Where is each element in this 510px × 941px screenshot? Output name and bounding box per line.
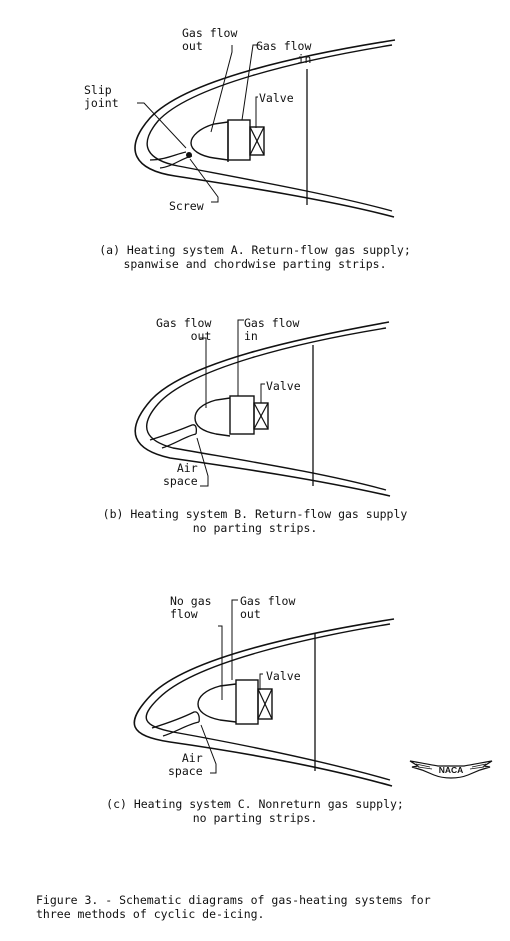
label-gas-flow-in: Gas flow in xyxy=(244,316,300,343)
label-valve: Valve xyxy=(266,669,301,683)
label-no-gas-flow: No gas flow xyxy=(170,594,212,621)
diagram-c: No gas flow Gas flow out Valve Air space xyxy=(0,590,510,800)
figure-caption: Figure 3. - Schematic diagrams of gas-he… xyxy=(36,893,431,921)
airfoil-b-drawing xyxy=(134,319,391,497)
label-gas-flow-out: Gas flow out xyxy=(182,26,238,53)
diagram-b: Gas flow out Gas flow in Valve Air space xyxy=(0,300,510,500)
label-screw: Screw xyxy=(169,199,204,213)
label-slip-joint: Slip joint xyxy=(84,83,119,110)
diagram-a: Gas flow out Gas flow in Slip joint Valv… xyxy=(0,0,510,230)
label-gas-flow-in: Gas flow in xyxy=(256,39,312,66)
label-air-space: Air space xyxy=(163,461,198,488)
label-valve: Valve xyxy=(259,91,294,105)
label-gas-flow-out: Gas flow out xyxy=(240,594,296,621)
caption-c: (c) Heating system C. Nonreturn gas supp… xyxy=(106,797,404,825)
airfoil-a-drawing xyxy=(134,39,396,218)
naca-logo-text: NACA xyxy=(439,765,464,775)
caption-b: (b) Heating system B. Return-flow gas su… xyxy=(102,507,408,535)
naca-logo: NACA xyxy=(409,760,493,779)
caption-a: (a) Heating system A. Return-flow gas su… xyxy=(99,243,411,271)
label-gas-flow-out: Gas flow out xyxy=(156,316,212,343)
airfoil-c-drawing xyxy=(133,599,395,787)
label-air-space: Air space xyxy=(168,751,203,778)
label-valve: Valve xyxy=(266,379,301,393)
